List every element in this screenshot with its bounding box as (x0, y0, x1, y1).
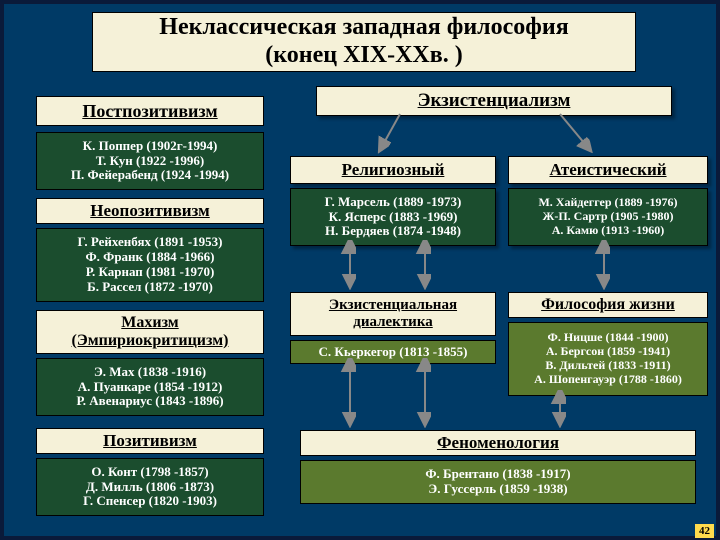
box-phenom_people: Ф. Брентано (1838 -1917)Э. Гуссерль (185… (300, 460, 696, 504)
box-pos_people: О. Конт (1798 -1857)Д. Милль (1806 -1873… (36, 458, 264, 516)
box-relig_people: Г. Марсель (1889 -1973)К. Ясперс (1883 -… (290, 188, 496, 246)
box-existentialism: Экзистенциализм (316, 86, 672, 116)
box-postpositivism: Постпозитивизм (36, 96, 264, 126)
box-positivism: Позитивизм (36, 428, 264, 454)
box-religious: Религиозный (290, 156, 496, 184)
box-dialectic: Экзистенциальнаядиалектика (290, 292, 496, 336)
box-postpos_people: К. Поппер (1902г-1994)Т. Кун (1922 -1996… (36, 132, 264, 190)
box-dialectic_people: С. Кьеркегор (1813 -1855) (290, 340, 496, 364)
box-life_people: Ф. Ницше (1844 -1900)А. Бергсон (1859 -1… (508, 322, 708, 396)
box-athe_people: М. Хайдеггер (1889 -1976)Ж-П. Сартр (190… (508, 188, 708, 246)
box-neopositivism: Неопозитивизм (36, 198, 264, 224)
slide-number: 42 (695, 524, 714, 538)
title: Неклассическая западная философия(конец … (92, 12, 636, 72)
box-mach_people: Э. Мах (1838 -1916)А. Пуанкаре (1854 -19… (36, 358, 264, 416)
box-machism: Махизм(Эмпириокритицизм) (36, 310, 264, 354)
diagram-canvas: Неклассическая западная философия(конец … (0, 0, 720, 540)
box-phenom: Феноменология (300, 430, 696, 456)
box-neopos_people: Г. Рейхенбях (1891 -1953)Ф. Франк (1884 … (36, 228, 264, 302)
box-atheistic: Атеистический (508, 156, 708, 184)
box-lifephil: Философия жизни (508, 292, 708, 318)
